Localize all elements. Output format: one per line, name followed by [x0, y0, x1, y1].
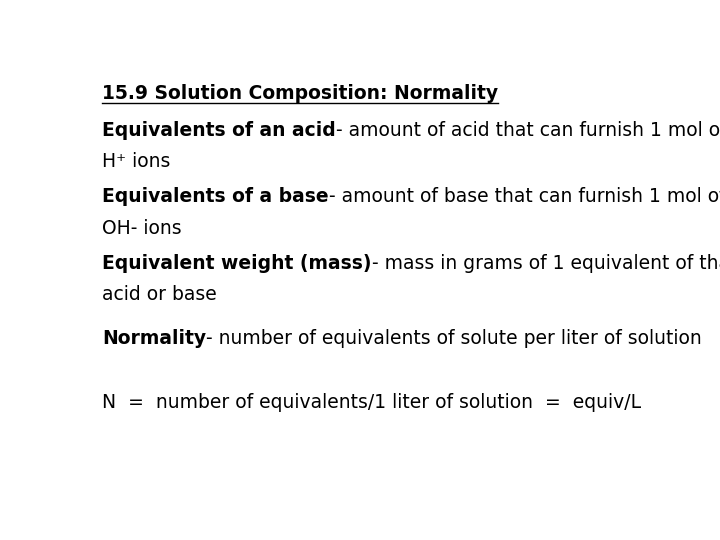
Text: Equivalents of an acid: Equivalents of an acid: [102, 121, 336, 140]
Text: - amount of base that can furnish 1 mol of: - amount of base that can furnish 1 mol …: [329, 187, 720, 206]
Text: Equivalents of a base: Equivalents of a base: [102, 187, 329, 206]
Text: - mass in grams of 1 equivalent of that: - mass in grams of 1 equivalent of that: [372, 254, 720, 273]
Text: 15.9 Solution Composition: Normality: 15.9 Solution Composition: Normality: [102, 84, 498, 103]
Text: OH- ions: OH- ions: [102, 219, 182, 238]
Text: Normality: Normality: [102, 329, 207, 348]
Text: - number of equivalents of solute per liter of solution: - number of equivalents of solute per li…: [207, 329, 702, 348]
Text: H⁺ ions: H⁺ ions: [102, 152, 171, 171]
Text: - amount of acid that can furnish 1 mol of: - amount of acid that can furnish 1 mol …: [336, 121, 720, 140]
Text: Equivalent weight (mass): Equivalent weight (mass): [102, 254, 372, 273]
Text: N  =  number of equivalents/1 liter of solution  =  equiv/L: N = number of equivalents/1 liter of sol…: [102, 393, 642, 412]
Text: acid or base: acid or base: [102, 285, 217, 304]
